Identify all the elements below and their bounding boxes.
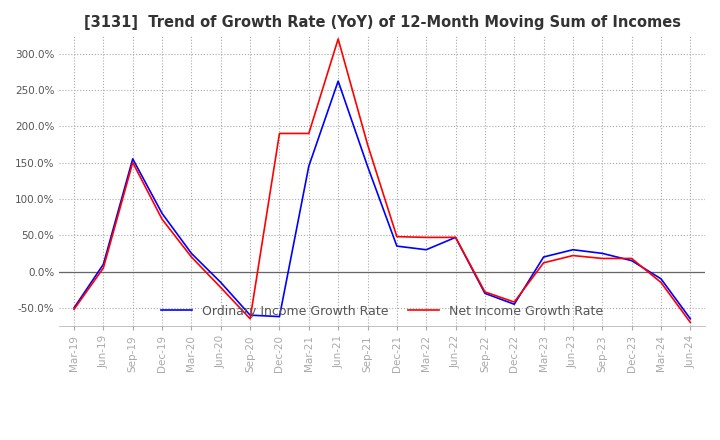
Ordinary Income Growth Rate bbox=[246, 312, 254, 318]
Net Income Growth Rate bbox=[627, 256, 636, 261]
Ordinary Income Growth Rate bbox=[480, 291, 489, 296]
Ordinary Income Growth Rate bbox=[686, 316, 695, 321]
Ordinary Income Growth Rate bbox=[510, 301, 518, 307]
Net Income Growth Rate bbox=[217, 285, 225, 290]
Net Income Growth Rate bbox=[480, 289, 489, 294]
Line: Ordinary Income Growth Rate: Ordinary Income Growth Rate bbox=[74, 81, 690, 319]
Net Income Growth Rate bbox=[598, 256, 607, 261]
Net Income Growth Rate bbox=[686, 320, 695, 325]
Net Income Growth Rate bbox=[334, 37, 343, 42]
Net Income Growth Rate bbox=[70, 307, 78, 312]
Ordinary Income Growth Rate bbox=[539, 254, 548, 260]
Ordinary Income Growth Rate bbox=[627, 258, 636, 263]
Net Income Growth Rate bbox=[392, 234, 401, 239]
Net Income Growth Rate bbox=[422, 235, 431, 240]
Net Income Growth Rate bbox=[305, 131, 313, 136]
Net Income Growth Rate bbox=[363, 142, 372, 147]
Ordinary Income Growth Rate bbox=[598, 251, 607, 256]
Legend: Ordinary Income Growth Rate, Net Income Growth Rate: Ordinary Income Growth Rate, Net Income … bbox=[156, 300, 608, 323]
Net Income Growth Rate bbox=[510, 300, 518, 305]
Net Income Growth Rate bbox=[187, 254, 196, 260]
Ordinary Income Growth Rate bbox=[363, 164, 372, 169]
Title: [3131]  Trend of Growth Rate (YoY) of 12-Month Moving Sum of Incomes: [3131] Trend of Growth Rate (YoY) of 12-… bbox=[84, 15, 680, 30]
Net Income Growth Rate bbox=[99, 265, 108, 271]
Net Income Growth Rate bbox=[275, 131, 284, 136]
Ordinary Income Growth Rate bbox=[217, 280, 225, 285]
Net Income Growth Rate bbox=[569, 253, 577, 258]
Ordinary Income Growth Rate bbox=[334, 78, 343, 84]
Net Income Growth Rate bbox=[539, 260, 548, 265]
Ordinary Income Growth Rate bbox=[569, 247, 577, 253]
Net Income Growth Rate bbox=[158, 216, 166, 222]
Line: Net Income Growth Rate: Net Income Growth Rate bbox=[74, 39, 690, 323]
Ordinary Income Growth Rate bbox=[158, 211, 166, 216]
Ordinary Income Growth Rate bbox=[70, 305, 78, 311]
Ordinary Income Growth Rate bbox=[451, 235, 460, 240]
Ordinary Income Growth Rate bbox=[275, 314, 284, 319]
Ordinary Income Growth Rate bbox=[187, 251, 196, 256]
Net Income Growth Rate bbox=[657, 280, 665, 285]
Net Income Growth Rate bbox=[451, 235, 460, 240]
Net Income Growth Rate bbox=[128, 160, 137, 165]
Ordinary Income Growth Rate bbox=[657, 276, 665, 282]
Ordinary Income Growth Rate bbox=[99, 262, 108, 267]
Ordinary Income Growth Rate bbox=[305, 164, 313, 169]
Ordinary Income Growth Rate bbox=[392, 243, 401, 249]
Net Income Growth Rate bbox=[246, 316, 254, 321]
Ordinary Income Growth Rate bbox=[422, 247, 431, 253]
Ordinary Income Growth Rate bbox=[128, 156, 137, 161]
